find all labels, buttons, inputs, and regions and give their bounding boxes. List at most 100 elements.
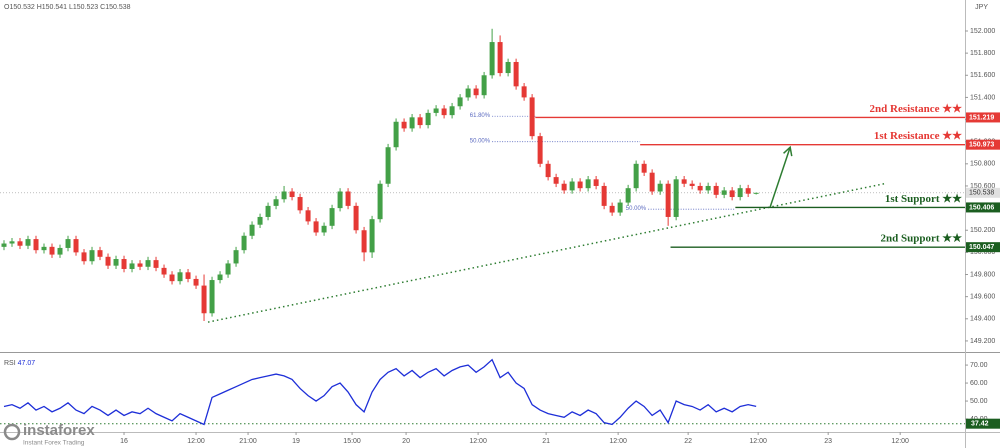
candle-body	[1, 243, 7, 247]
x-tick-label: 16	[120, 438, 128, 445]
candle-body	[201, 285, 207, 314]
y-tick-label: 149.400	[970, 316, 995, 323]
candle-body	[649, 172, 655, 192]
candle-body	[609, 205, 615, 213]
x-tick-label: 20	[402, 438, 410, 445]
y-tick-label: 149.800	[970, 271, 995, 278]
level-price-box	[966, 202, 1000, 213]
y-tick-label: 150.600	[970, 183, 995, 190]
candle-body	[497, 42, 503, 74]
candle-body	[385, 147, 391, 184]
candle-body	[345, 191, 351, 206]
logo	[3, 423, 21, 441]
candle-body	[361, 230, 367, 253]
candle-body	[401, 121, 407, 129]
candle-body	[441, 108, 447, 116]
candle-body	[313, 221, 319, 233]
candle-body	[409, 117, 415, 129]
fib-label: 50.00%	[470, 138, 491, 144]
candle-body	[25, 239, 31, 246]
candle-body	[569, 181, 575, 191]
candle-body	[65, 239, 71, 248]
y-tick-label: 149.200	[970, 338, 995, 345]
candle-body	[321, 225, 327, 233]
candle-body	[513, 61, 519, 87]
x-tick-label: 12:00	[469, 438, 487, 445]
candle-body	[601, 185, 607, 206]
candle-body	[161, 267, 167, 275]
level-price: 150.406	[969, 204, 994, 211]
candle-body	[593, 179, 599, 186]
y-tick-label: 152.000	[970, 28, 995, 35]
candle-body	[745, 188, 751, 194]
currency: JPY	[975, 4, 988, 11]
candle-body	[561, 183, 567, 191]
candle-body	[713, 185, 719, 195]
x-tick-label: 12:00	[891, 438, 909, 445]
candle-body	[153, 260, 159, 268]
candle-body	[145, 260, 151, 267]
y-tick-label: 150.200	[970, 227, 995, 234]
x-tick-label: 12:00	[187, 438, 205, 445]
candle-body	[241, 235, 247, 251]
candle-body	[17, 241, 23, 246]
rsi-last: 47.07	[18, 360, 36, 367]
candle-body	[393, 121, 399, 148]
level-price: 150.047	[969, 244, 994, 251]
rsi-label: RSI 47.07	[4, 360, 35, 367]
candle-body	[521, 86, 527, 98]
candle-body	[577, 181, 583, 189]
x-tick-label: 21:00	[239, 438, 257, 445]
x-tick-label: 19	[292, 438, 300, 445]
y-tick-label: 151.800	[970, 50, 995, 57]
candle-body	[417, 117, 423, 126]
candle-body	[369, 219, 375, 253]
x-tick-label: 23	[824, 438, 832, 445]
candle-body	[641, 163, 647, 173]
candle-body	[633, 163, 639, 189]
candle-body	[193, 278, 199, 286]
candle-body	[673, 179, 679, 217]
x-tick-label: 12:00	[749, 438, 767, 445]
candle-body	[529, 97, 535, 137]
candle-body	[185, 272, 191, 279]
candle-body	[465, 88, 471, 98]
candle-body	[449, 106, 455, 116]
candle-body	[177, 272, 183, 282]
candle-body	[33, 239, 39, 251]
candle-body	[289, 191, 295, 198]
candle-body	[545, 163, 551, 178]
candle-body	[73, 239, 79, 253]
rsi-y-tick-label: 50.00	[970, 398, 988, 405]
candle-body	[281, 191, 287, 200]
candle-body	[665, 183, 671, 217]
x-tick-label: 22	[684, 438, 692, 445]
candle-body	[353, 205, 359, 231]
candle-body	[337, 191, 343, 209]
candle-body	[9, 241, 15, 244]
rsi-level-label: 37.42	[971, 421, 989, 428]
arrow-shaft	[769, 146, 791, 208]
candle-body	[89, 250, 95, 262]
candle-body	[737, 188, 743, 198]
y-tick-label: 151.400	[970, 94, 995, 101]
candle-body	[377, 183, 383, 220]
last-price-box	[966, 187, 1000, 198]
level-price: 150.973	[969, 142, 994, 149]
fib-label: 50.00%	[626, 206, 647, 212]
candle-body	[57, 247, 63, 255]
candle-body	[625, 188, 631, 203]
candle-body	[305, 210, 311, 222]
candle-body	[729, 190, 735, 198]
candle-body	[113, 259, 119, 266]
candle-body	[297, 197, 303, 211]
tagline: Instant Forex Trading	[23, 440, 85, 447]
x-tick-label: 12:00	[609, 438, 627, 445]
candle-body	[217, 274, 223, 281]
level-price-box	[966, 112, 1000, 123]
level-price-box	[966, 139, 1000, 150]
candle-body	[689, 183, 695, 186]
level-name: 1st Resistance ★★	[874, 130, 962, 142]
